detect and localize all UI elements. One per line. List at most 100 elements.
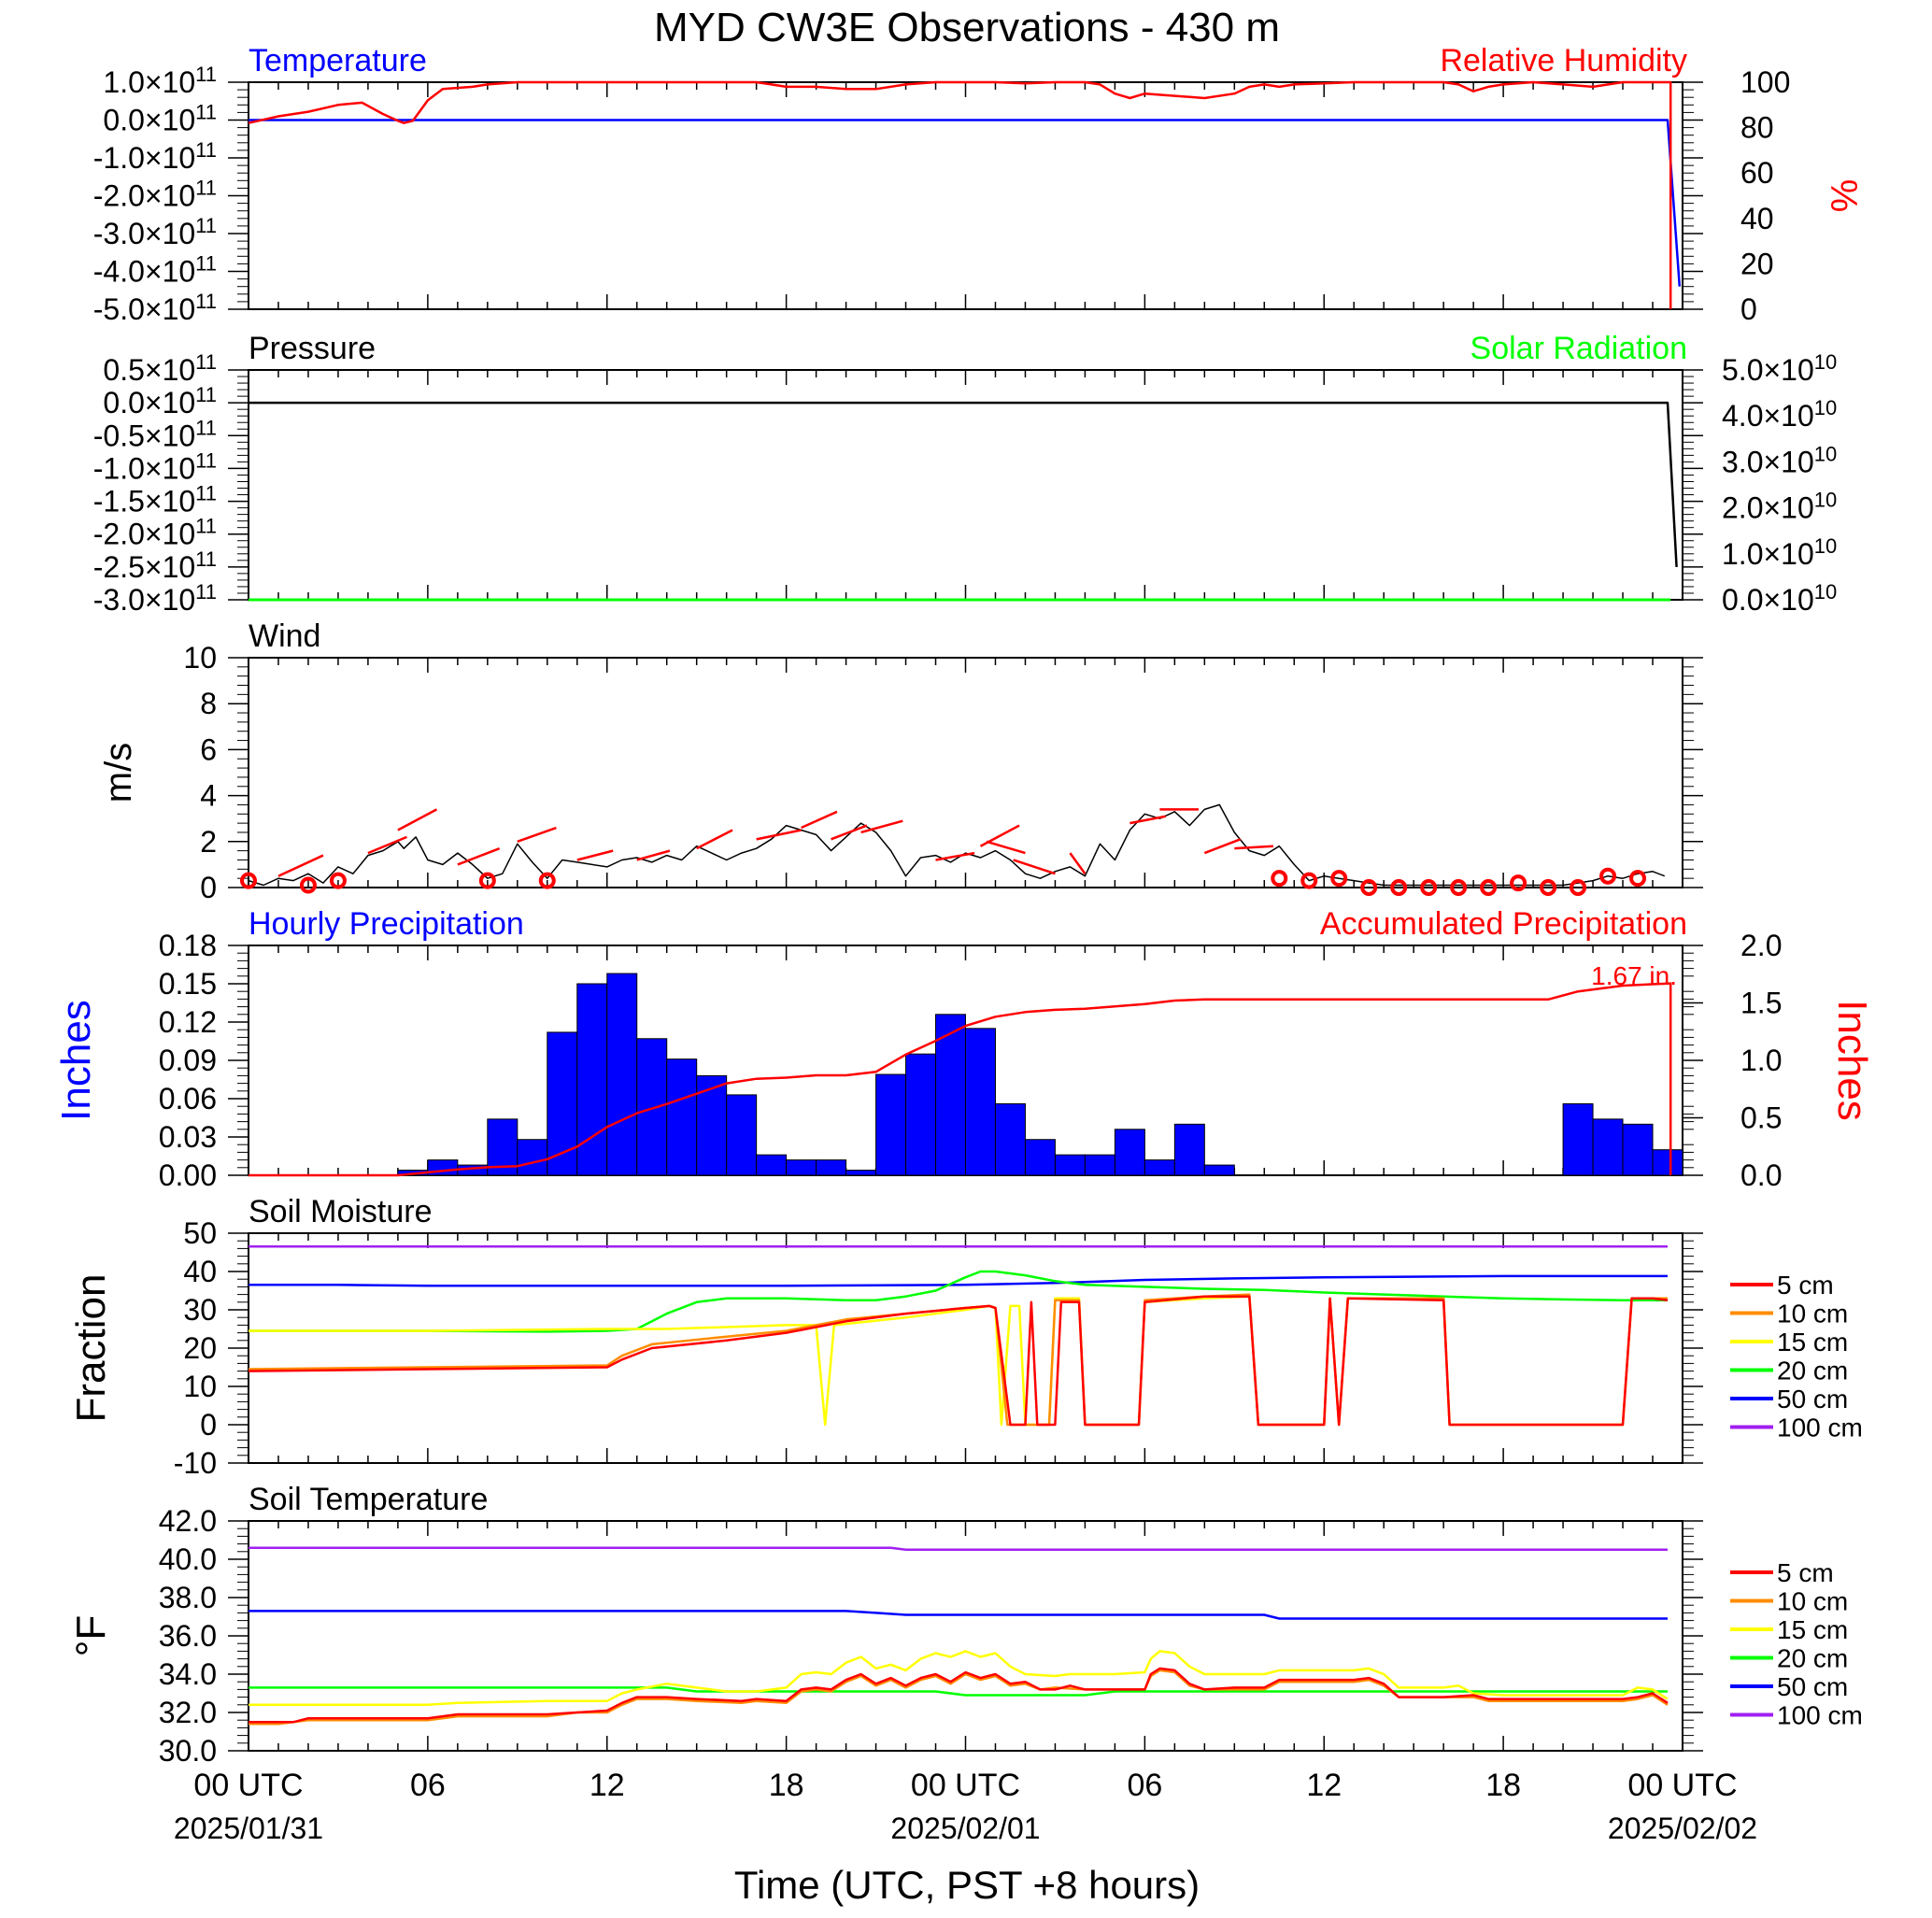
wind-barb	[756, 829, 802, 841]
wind-barb	[397, 808, 438, 831]
panel-label-soil: Soil Moisture	[249, 1194, 433, 1229]
hourly-precip-bar	[965, 1028, 996, 1176]
y-tick-label: 0.0×1011	[103, 383, 217, 419]
y-tick-label: 8	[200, 687, 217, 720]
panel-label-wind: Wind	[249, 618, 320, 654]
hourly-precip-bar	[606, 973, 638, 1176]
panel-label-solar: Solar Radiation	[1470, 331, 1687, 366]
y2-tick-label: 20	[1740, 247, 1774, 280]
hourly-precip-bar	[696, 1074, 728, 1176]
x-tick-date: 2025/02/02	[1608, 1811, 1757, 1845]
wind-barb	[696, 829, 733, 850]
x-tick-label: 00 UTC	[911, 1768, 1020, 1803]
wind-barb	[367, 835, 407, 855]
panels: 1.0×10110.0×1011-1.0×1011-2.0×1011-3.0×1…	[53, 43, 1875, 1768]
chart-title: MYD CW3E Observations - 430 m	[654, 5, 1280, 50]
hourly-precip-bar	[786, 1159, 817, 1176]
y-tick-label: 0.0×1011	[103, 101, 217, 137]
y2-tick-label: 100	[1740, 65, 1790, 99]
calm-wind-marker	[1510, 874, 1527, 892]
y2-axis-label: Inches	[1829, 1000, 1875, 1121]
hourly-precip-bar	[1652, 1149, 1683, 1176]
y-tick-label: 34.0	[159, 1657, 217, 1691]
wind-barb	[979, 824, 1020, 847]
y2-axis-unit: %	[1823, 179, 1864, 213]
x-tick-label: 12	[1306, 1768, 1342, 1803]
wind-barb	[801, 810, 838, 830]
hourly-precip-bar	[935, 1014, 966, 1176]
hourly-precip-bar	[547, 1031, 578, 1176]
wind-barb	[636, 849, 671, 861]
panel-label-soil: Soil Temperature	[249, 1482, 488, 1517]
x-tick-label: 12	[590, 1768, 625, 1803]
wind-barb	[1234, 845, 1273, 850]
hourly-precip-bar	[845, 1170, 877, 1176]
soil-series-line	[249, 1667, 1669, 1724]
hourly-precip-bar	[726, 1094, 758, 1176]
y-tick-label: 30.0	[159, 1734, 217, 1768]
y-axis-label: °F	[68, 1615, 114, 1656]
y2-tick-label: 0.0×1010	[1722, 580, 1837, 617]
hourly-precip-bar	[576, 983, 608, 1176]
x-tick-date: 2025/02/01	[890, 1811, 1040, 1845]
hourly-precip-bar	[1622, 1123, 1654, 1176]
y2-tick-label: 5.0×1010	[1722, 350, 1837, 387]
y-tick-label: 0.5×1011	[103, 350, 217, 387]
x-tick-label: 00 UTC	[193, 1768, 303, 1803]
y-tick-label: -5.0×1011	[93, 290, 217, 326]
panel-wind: 10 8 6 4 2 0 Wind m/s	[98, 618, 1703, 904]
y-tick-label: 2	[200, 825, 217, 859]
y-tick-label: 0.03	[159, 1120, 217, 1154]
calm-wind-marker	[1540, 879, 1557, 896]
y-axis-label: Fraction	[68, 1274, 114, 1423]
hourly-precip-bar	[1173, 1123, 1205, 1176]
panel-label-pressure: Pressure	[249, 331, 376, 366]
y-tick-label: 0	[200, 871, 217, 904]
panel-soil-moisture-frame	[248, 1232, 1683, 1464]
y-tick-label: 0.15	[159, 967, 217, 1001]
y-tick-label: 42.0	[159, 1504, 217, 1538]
rh-line	[248, 80, 1672, 309]
y-tick-label: 0	[200, 1408, 217, 1442]
hourly-precip-bar	[666, 1058, 698, 1176]
y2-tick-label: 40	[1740, 202, 1774, 235]
calm-wind-marker	[1271, 870, 1288, 888]
y-tick-label: 0.00	[159, 1158, 217, 1192]
y2-tick-label: 3.0×1010	[1722, 442, 1837, 478]
calm-wind-marker	[299, 876, 317, 894]
y-tick-label: 1.0×1011	[103, 63, 217, 99]
soil-series-line	[248, 1295, 1669, 1427]
x-tick-label: 18	[769, 1768, 804, 1803]
y-tick-label: 4	[200, 779, 217, 813]
pressure-line	[249, 401, 1678, 567]
y-tick-label: -0.5×1011	[93, 416, 217, 452]
panel-precipitation: 0.18 0.15 0.12 0.09 0.06 0.03 0.00 2.0 1.5 1.0 0.5…	[53, 906, 1875, 1192]
y-tick-label: 40	[183, 1255, 217, 1288]
y2-tick-label: 4.0×1010	[1722, 396, 1837, 433]
calm-wind-marker	[240, 872, 257, 889]
y2-tick-label: 2.0×1010	[1722, 489, 1837, 525]
hourly-precip-bar	[1084, 1154, 1115, 1176]
wind-barb	[831, 824, 868, 841]
wind-barb	[1069, 852, 1087, 874]
wind-barb	[1129, 815, 1166, 825]
legend-label: 15 cm	[1777, 1328, 1848, 1357]
wind-barb	[860, 819, 903, 834]
hourly-precip-bar	[1114, 1129, 1145, 1176]
accum-total-annotation: 1.67 in.	[1591, 961, 1677, 990]
y2-tick-label: 0	[1740, 292, 1757, 326]
hourly-precip-bar	[875, 1073, 907, 1176]
calm-wind-marker	[1450, 879, 1468, 896]
legend-label: 15 cm	[1777, 1615, 1848, 1644]
y-tick-label: 30	[183, 1293, 217, 1327]
hourly-precip-bar	[1203, 1164, 1235, 1176]
legend-label: 20 cm	[1777, 1644, 1848, 1673]
temperature-line	[249, 119, 1682, 287]
wind-barb	[576, 849, 614, 861]
wind-barb	[1203, 838, 1242, 855]
y-tick-label: 10	[183, 641, 217, 675]
calm-wind-marker	[1300, 872, 1318, 889]
y-tick-label: 20	[183, 1331, 217, 1365]
panel-pressure-solar-frame	[248, 369, 1683, 601]
